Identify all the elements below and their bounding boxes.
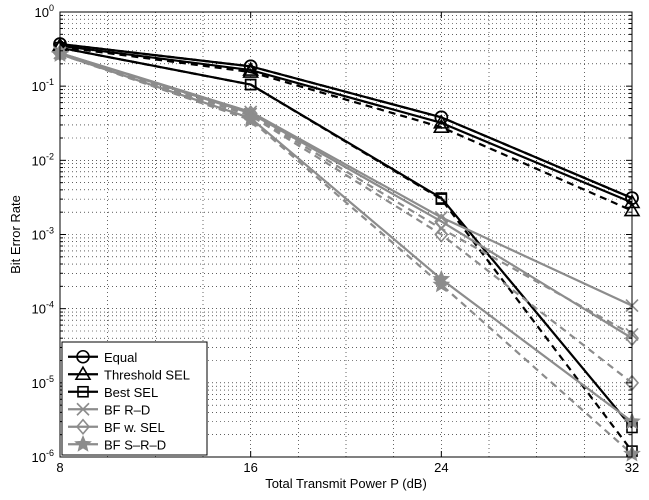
legend-label: BF w. SEL	[104, 420, 165, 435]
y-tick-base: 10	[35, 5, 49, 20]
y-tick-exponent: -4	[46, 300, 54, 310]
y-tick-label: 10-6	[32, 448, 54, 465]
data-point	[242, 61, 260, 76]
series-line-1	[59, 42, 633, 200]
data-point	[243, 59, 258, 74]
data-point	[434, 110, 449, 125]
y-tick-label: 100	[35, 3, 54, 20]
series-line-8	[59, 51, 633, 340]
legend-label: Best SEL	[104, 385, 158, 400]
legend-label: BF S–R–D	[104, 437, 166, 452]
legend-swatch-marker	[74, 434, 92, 452]
data-point	[434, 210, 448, 224]
y-tick-base: 10	[32, 228, 46, 243]
x-tick-label: 16	[243, 460, 257, 475]
series-line-5	[59, 46, 633, 452]
x-tick-label: 8	[56, 460, 63, 475]
data-point	[434, 226, 449, 243]
legend-swatch-marker	[77, 385, 89, 398]
y-tick-exponent: -5	[46, 374, 54, 384]
legend-label: BF R–D	[104, 402, 150, 417]
data-point	[241, 110, 260, 128]
y-tick-exponent: -2	[46, 151, 54, 161]
data-point	[432, 118, 450, 133]
y-tick-label: 10-3	[32, 226, 54, 243]
data-point	[435, 193, 448, 205]
y-tick-base: 10	[32, 450, 46, 465]
y-tick-exponent: 0	[49, 3, 54, 13]
legend-swatch-marker	[76, 349, 90, 364]
series-line-11	[59, 53, 633, 455]
x-tick-label: 32	[625, 460, 639, 475]
legend: Equal Threshold SEL Best SEL BF R–D BF w. SE…	[61, 341, 208, 456]
legend-swatch-marker	[74, 365, 92, 381]
data-point	[432, 275, 451, 293]
y-tick-exponent: -3	[46, 226, 54, 236]
y-tick-label: 10-4	[32, 300, 54, 317]
legend-box	[61, 341, 208, 456]
grid	[60, 12, 632, 457]
series-line-2	[59, 44, 633, 204]
y-tick-label: 10-5	[32, 374, 54, 391]
x-tick-label: 24	[434, 460, 448, 475]
y-tick-base: 10	[32, 79, 46, 94]
y-tick-base: 10	[32, 302, 46, 317]
y-axis-label: Bit Error Rate	[8, 195, 23, 274]
legend-label: Threshold SEL	[104, 367, 190, 382]
y-tick-base: 10	[32, 153, 46, 168]
series-line-3	[59, 45, 633, 212]
legend-swatch-marker	[75, 418, 91, 435]
series-lines	[59, 42, 633, 455]
data-point	[244, 78, 257, 91]
legend-label: Equal	[104, 350, 137, 365]
series-line-9	[59, 51, 633, 384]
y-tick-label: 10-1	[32, 77, 54, 94]
y-tick-exponent: -1	[46, 77, 54, 87]
y-tick-base: 10	[32, 376, 46, 391]
y-tick-exponent: -6	[46, 448, 54, 458]
data-point	[242, 63, 260, 78]
x-axis-label: Total Transmit Power P (dB)	[265, 476, 427, 491]
y-tick-label: 10-2	[32, 151, 54, 168]
legend-swatch-marker	[76, 402, 90, 416]
data-point	[432, 114, 450, 129]
